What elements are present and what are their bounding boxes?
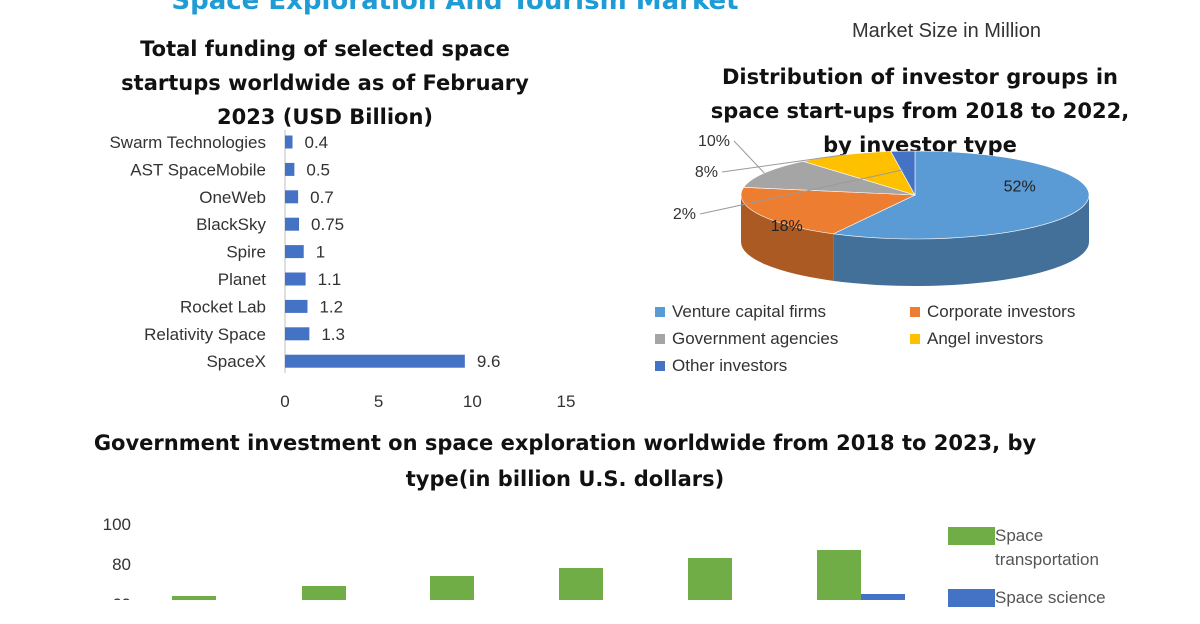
gov-legend-label: Space science bbox=[995, 588, 1106, 607]
pie-legend-swatch bbox=[655, 361, 665, 371]
pie-legend: Venture capital firms Corporate investors… bbox=[655, 300, 1125, 378]
gov-bar-space-transportation-3 bbox=[430, 576, 474, 600]
gov-legend-space-science: Space science bbox=[948, 586, 1135, 610]
value-label-spacex: 9.6 bbox=[477, 352, 501, 371]
pie-legend-venture-capital-firms: Venture capital firms bbox=[655, 300, 910, 324]
pie-legend-label: Angel investors bbox=[927, 329, 1044, 348]
category-label-ast-spacemobile: AST SpaceMobile bbox=[130, 160, 266, 179]
gov-bar-space-transportation-5 bbox=[688, 558, 732, 600]
bar-ast-spacemobile bbox=[285, 162, 295, 176]
bar-swarm-technologies bbox=[285, 135, 293, 149]
gov-investment-chart: 100 80 60 bbox=[103, 515, 905, 600]
investor-pie-chart: 52% 18% 10% 8% 2% bbox=[673, 133, 1090, 287]
value-label-planet: 1.1 bbox=[318, 270, 342, 289]
pie-legend-other-investors: Other investors bbox=[655, 354, 910, 378]
pie-legend-swatch bbox=[910, 307, 920, 317]
gov-legend-swatch bbox=[948, 589, 995, 607]
bar-spire bbox=[285, 245, 304, 259]
funding-bar-chart: Swarm Technologies 0.4 AST SpaceMobile 0.5 O… bbox=[109, 130, 576, 411]
pie-slice-angel-investors bbox=[803, 151, 916, 196]
x-tick-10: 10 bbox=[463, 392, 482, 411]
bar-blacksky bbox=[285, 217, 300, 231]
gov-y-tick-60: 60 bbox=[112, 595, 131, 600]
bar-rocket-lab bbox=[285, 299, 308, 313]
x-tick-0: 0 bbox=[280, 392, 289, 411]
gov-legend-space-transportation: Space transportation bbox=[948, 524, 1135, 572]
pie-label-angel-investors: 8% bbox=[695, 164, 718, 181]
pie-leader-angel-investors bbox=[721, 154, 845, 173]
pie-side-corporate-investors bbox=[741, 195, 834, 281]
pie-legend-label: Other investors bbox=[672, 356, 788, 375]
pie-legend-label: Venture capital firms bbox=[672, 302, 827, 321]
pie-label-government-agencies: 10% bbox=[698, 133, 730, 150]
gov-investment-title: Government investment on space explorati… bbox=[93, 431, 1037, 491]
value-label-spire: 1 bbox=[316, 243, 325, 262]
gov-legend-label: Space transportation bbox=[995, 526, 1099, 569]
bar-oneweb bbox=[285, 190, 299, 204]
bar-relativity-space bbox=[285, 327, 310, 341]
pie-legend-label: Government agencies bbox=[672, 329, 839, 348]
category-label-planet: Planet bbox=[218, 270, 266, 289]
gov-bar-space-transportation-6 bbox=[817, 550, 861, 600]
pie-legend-government-agencies: Government agencies bbox=[655, 327, 910, 351]
category-label-spacex: SpaceX bbox=[206, 352, 266, 371]
category-label-oneweb: OneWeb bbox=[199, 188, 266, 207]
category-label-spire: Spire bbox=[226, 243, 266, 262]
x-tick-15: 15 bbox=[557, 392, 576, 411]
market-size-label: Market Size in Million bbox=[852, 20, 1041, 42]
investor-pie-title: Distribution of investor groups in space… bbox=[710, 65, 1130, 157]
gov-bar-space-transportation-1 bbox=[172, 596, 216, 600]
value-label-relativity-space: 1.3 bbox=[321, 325, 345, 344]
category-label-swarm-technologies: Swarm Technologies bbox=[109, 133, 266, 152]
pie-legend-swatch bbox=[910, 334, 920, 344]
pie-label-corporate-investors: 18% bbox=[771, 218, 803, 235]
value-label-blacksky: 0.75 bbox=[311, 215, 344, 234]
gov-bar-space-science-6 bbox=[861, 594, 905, 600]
pie-side-venture-capital-firms bbox=[833, 195, 1089, 287]
gov-legend-swatch bbox=[948, 527, 995, 545]
gov-y-tick-100: 100 bbox=[103, 515, 131, 534]
value-label-rocket-lab: 1.2 bbox=[319, 297, 343, 316]
x-tick-5: 5 bbox=[374, 392, 383, 411]
category-label-blacksky: BlackSky bbox=[196, 215, 266, 234]
value-label-swarm-technologies: 0.4 bbox=[304, 133, 328, 152]
page-title: Space Exploration And Tourism Market bbox=[171, 0, 739, 16]
pie-legend-swatch bbox=[655, 307, 665, 317]
pie-slice-corporate-investors bbox=[740, 187, 916, 235]
pie-slice-other-investors bbox=[890, 150, 916, 197]
value-label-ast-spacemobile: 0.5 bbox=[306, 160, 330, 179]
pie-leader-government-agencies bbox=[733, 140, 765, 174]
bar-spacex bbox=[285, 354, 465, 368]
gov-bar-space-transportation-4 bbox=[559, 568, 603, 600]
pie-label-venture-capital-firms: 52% bbox=[1004, 179, 1036, 196]
pie-legend-label: Corporate investors bbox=[927, 302, 1076, 321]
pie-label-other-investors: 2% bbox=[673, 206, 696, 223]
pie-legend-swatch bbox=[655, 334, 665, 344]
pie-leader-other-investors bbox=[699, 169, 903, 215]
bar-planet bbox=[285, 272, 306, 286]
pie-legend-angel-investors: Angel investors bbox=[910, 327, 1125, 351]
gov-y-tick-80: 80 bbox=[112, 555, 131, 574]
category-label-relativity-space: Relativity Space bbox=[144, 325, 266, 344]
category-label-rocket-lab: Rocket Lab bbox=[180, 297, 266, 316]
funding-chart-title: Total funding of selected space startups… bbox=[121, 37, 529, 129]
gov-bar-space-transportation-2 bbox=[302, 586, 346, 600]
value-label-oneweb: 0.7 bbox=[310, 188, 334, 207]
pie-slice-venture-capital-firms bbox=[832, 150, 1090, 240]
gov-legend: Space transportation Space science bbox=[948, 524, 1135, 624]
pie-legend-corporate-investors: Corporate investors bbox=[910, 300, 1125, 324]
